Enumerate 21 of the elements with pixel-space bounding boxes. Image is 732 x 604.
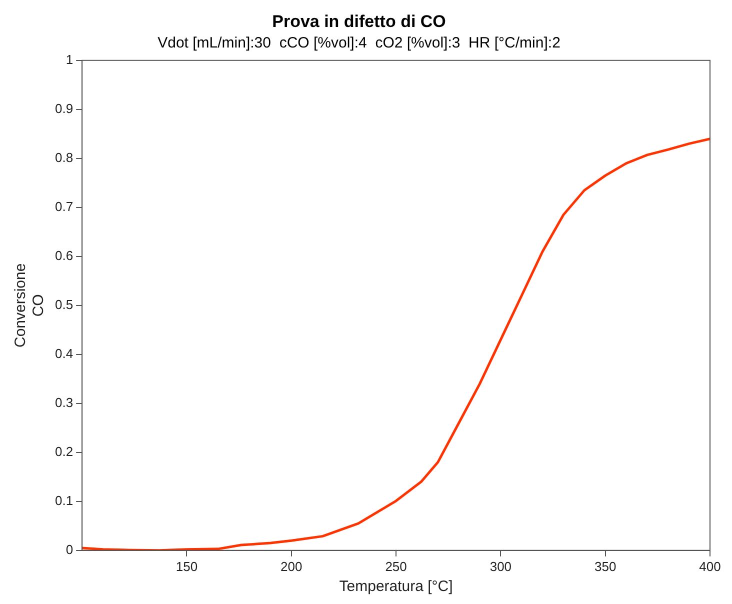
x-axis-title: Temperatura [°C] (339, 578, 453, 596)
y-tick-label: 0.3 (54, 394, 74, 410)
x-tick-label: 150 (176, 558, 198, 574)
y-tick-label: 0.1 (54, 492, 74, 508)
y-axis-title: Conversione CO (12, 263, 48, 348)
y-tick-label: 0.5 (54, 296, 74, 312)
y-tick-label: 0.4 (54, 346, 74, 361)
x-tick-label: 350 (594, 558, 616, 574)
y-tick-label: 0.8 (54, 150, 74, 165)
x-tick-label: 200 (280, 558, 302, 574)
x-tick-label: 300 (490, 558, 512, 574)
y-tick-label: 0.9 (54, 100, 74, 116)
x-tick-label: 250 (385, 558, 407, 574)
y-tick-label: 0.2 (54, 444, 74, 459)
y-tick-label: 0.6 (54, 248, 74, 263)
chart-subtitle: Vdot [mL/min]:30 cCO [%vol]:4 cO2 [%vol]:3 HR [°C/min]:2 (158, 34, 560, 52)
y-tick-label: 0 (66, 542, 74, 557)
y-tick-label: 0.7 (54, 198, 74, 214)
x-tick-label: 400 (699, 558, 721, 574)
y-tick-label: 1 (66, 52, 74, 67)
chart-title: Prova in difetto di CO (272, 12, 446, 31)
